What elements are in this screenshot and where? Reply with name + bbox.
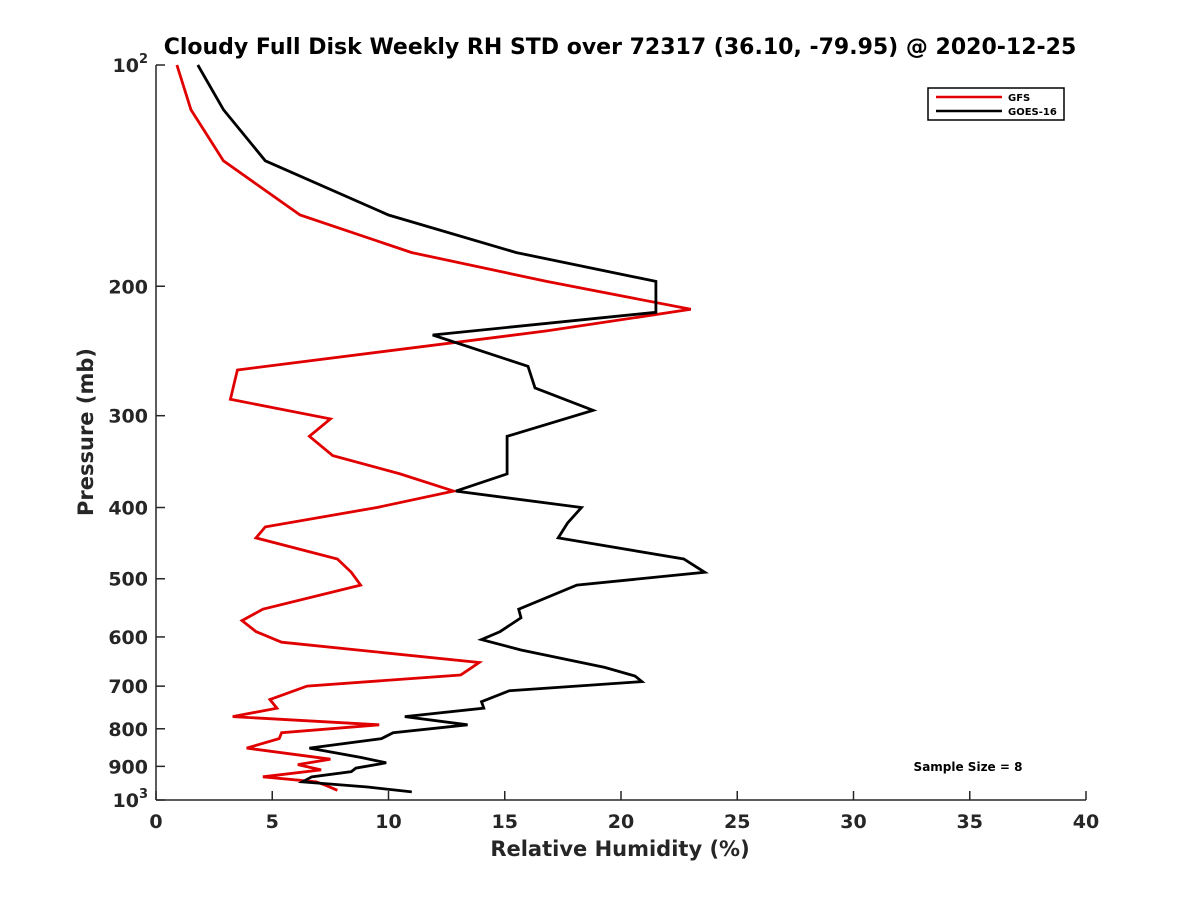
legend-box: [927, 87, 1065, 121]
legend-label-goes-16: GOES-16: [1008, 107, 1057, 118]
y-axis-label: Pressure (mb): [74, 348, 98, 516]
y-tick-label: 500: [108, 569, 148, 591]
x-tick-label: 0: [149, 811, 162, 833]
sample-size-annotation: Sample Size = 8: [914, 760, 1023, 774]
y-tick-label: 700: [108, 676, 148, 698]
legend-label-gfs: GFS: [1008, 93, 1030, 104]
x-tick-label: 25: [724, 811, 750, 833]
x-tick-label: 20: [608, 811, 634, 833]
x-tick-label: 35: [957, 811, 983, 833]
x-axis-ticks: 0 5 10 15 20 25 30 35 40: [149, 791, 1099, 833]
series-line-goes-16: [196, 64, 709, 794]
x-tick-label: 10: [375, 811, 401, 833]
x-tick-label: 5: [266, 811, 279, 833]
y-tick-label: 600: [108, 627, 148, 649]
y-tick-label: 400: [108, 498, 148, 520]
y-tick-label: 900: [108, 756, 148, 778]
y-tick-label: 300: [108, 406, 148, 428]
x-tick-label: 15: [492, 811, 518, 833]
series-line-gfs: [175, 64, 692, 792]
x-axis-label: Relative Humidity (%): [490, 837, 749, 861]
chart-title: Cloudy Full Disk Weekly RH STD over 7231…: [164, 35, 1077, 60]
legend: GFS GOES-16: [927, 87, 1065, 121]
y-tick-label: 200: [108, 276, 148, 298]
y-tick-label: 800: [108, 719, 148, 741]
x-tick-label: 30: [840, 811, 866, 833]
y-tick-label: 102: [113, 52, 149, 77]
data-series: [175, 64, 709, 794]
x-tick-label: 40: [1073, 811, 1099, 833]
y-tick-label: 103: [113, 787, 149, 812]
y-axis-ticks: 102 200 300 400 500 600 700 800 900 103: [108, 52, 165, 812]
